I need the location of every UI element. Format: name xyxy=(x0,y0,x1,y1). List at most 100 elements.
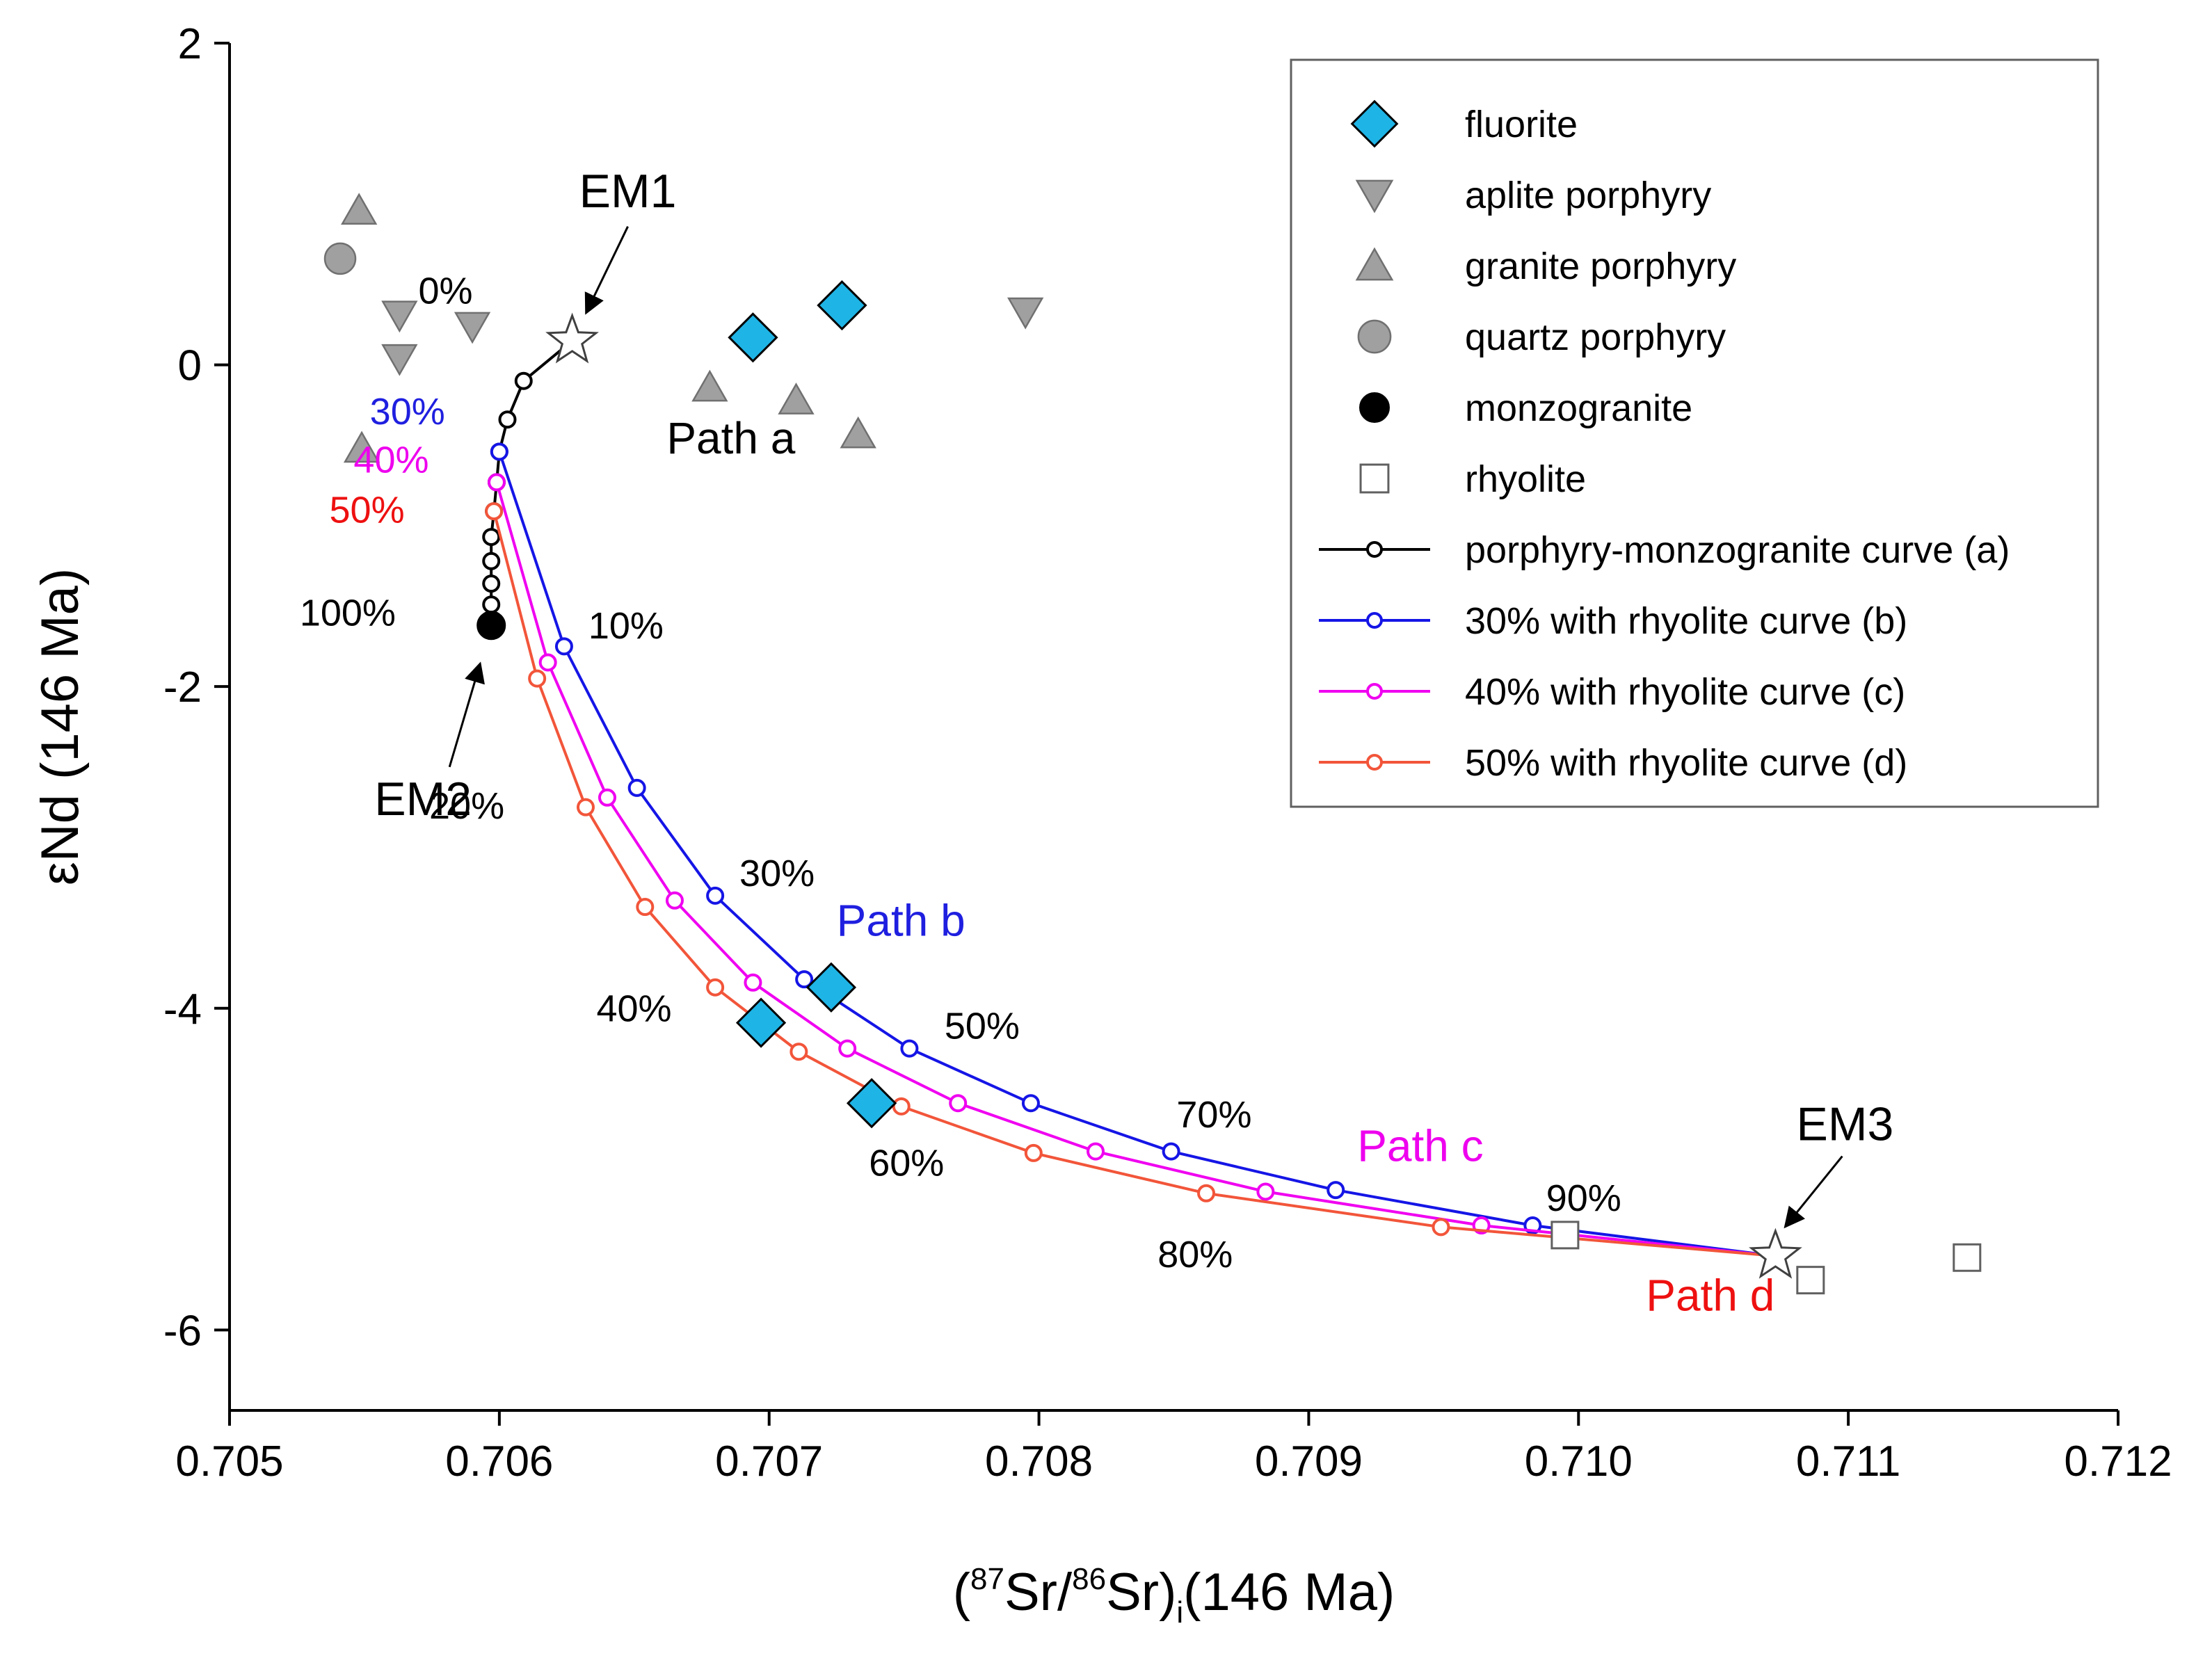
curve-c-node xyxy=(838,1039,857,1058)
percent-label: 100% xyxy=(300,592,396,634)
curve-a-node xyxy=(482,595,501,614)
granite-porphyry-point xyxy=(343,430,380,463)
curve-d-node xyxy=(576,798,595,816)
x-tick-label: 0.711 xyxy=(1796,1438,1901,1486)
x-title-sr-close: Sr) xyxy=(1106,1563,1176,1622)
fluorite-point xyxy=(806,962,857,1013)
percent-label: 30% xyxy=(370,391,445,433)
curve-d-node xyxy=(1197,1184,1216,1202)
curve-c-node xyxy=(744,973,762,992)
curve-c-node xyxy=(1087,1142,1105,1161)
annotations-group: EM1 EM2 EM3 0% 30% 40% 50% 100% 10% 20% 30% 40% 50% 6… xyxy=(300,165,1893,1321)
curve-d-node xyxy=(1024,1143,1043,1162)
fluorite-point xyxy=(846,1078,897,1129)
curve-a-node xyxy=(498,410,517,429)
granite-porphyry-point xyxy=(840,416,876,449)
legend: fluorite aplite porphyry granite porphyry q… xyxy=(1290,58,2099,808)
em3-label: EM3 xyxy=(1797,1097,1894,1150)
curve-d-node xyxy=(485,502,504,521)
curve-c-node xyxy=(487,473,506,492)
percent-label: 50% xyxy=(330,489,405,531)
legend-marker-line-d-node xyxy=(1366,754,1383,771)
percent-label: 60% xyxy=(869,1142,944,1184)
x-tick-label: 0.710 xyxy=(1525,1438,1633,1486)
curve-d-node xyxy=(1432,1218,1450,1237)
path-label-b: Path b xyxy=(837,896,965,946)
legend-marker-circle xyxy=(1357,319,1392,354)
curve-b-node xyxy=(1327,1181,1345,1200)
granite-porphyry-point xyxy=(691,369,728,402)
legend-label: fluorite xyxy=(1465,104,1578,145)
curve-d-node xyxy=(636,898,655,917)
x-tick-label: 0.707 xyxy=(715,1438,823,1486)
curve-c-node xyxy=(665,891,684,910)
fluorite-point xyxy=(735,997,787,1048)
legend-label: 30% with rhyolite curve (b) xyxy=(1465,600,1907,642)
percent-label: 40% xyxy=(353,440,428,481)
legend-label: granite porphyry xyxy=(1465,246,1736,287)
percent-label: 0% xyxy=(419,271,473,312)
x-tick-label: 0.709 xyxy=(1255,1438,1363,1486)
percent-label: 20% xyxy=(429,785,504,827)
curve-b-node xyxy=(706,886,725,905)
curve-c-node xyxy=(949,1094,968,1113)
curve-b-node xyxy=(490,442,508,461)
em2-label: EM2 xyxy=(374,773,472,826)
curve-d-node xyxy=(790,1043,808,1061)
curve-a-node xyxy=(482,552,501,570)
mixing-curves-group xyxy=(482,339,1776,1257)
legend-marker-triangle-down xyxy=(1355,179,1394,214)
x-tick-label: 0.706 xyxy=(445,1438,553,1486)
aplite-porphyry-point xyxy=(454,312,491,344)
curve-c-node xyxy=(538,653,557,672)
legend-label: monzogranite xyxy=(1465,387,1692,429)
legend-marker-line-b-node xyxy=(1366,612,1383,629)
percent-label: 70% xyxy=(1176,1094,1251,1136)
x-title-sup-87: 87 xyxy=(970,1562,1004,1596)
fluorite-point xyxy=(817,280,867,331)
legend-marker-diamond xyxy=(1350,99,1399,148)
legend-label: quartz porphyry xyxy=(1465,316,1726,358)
em3-arrow xyxy=(1784,1155,1843,1229)
aplite-porphyry-point xyxy=(381,344,418,376)
x-axis-title: (87Sr/86Sr)i(146 Ma) xyxy=(953,1562,1395,1629)
x-title-sub-i: i xyxy=(1176,1595,1183,1629)
curve-a-node xyxy=(482,528,501,547)
path-label-c: Path c xyxy=(1357,1120,1483,1170)
rhyolite-point xyxy=(1550,1221,1580,1250)
path-label-a: Path a xyxy=(666,413,795,463)
curve-b-node xyxy=(1162,1142,1180,1161)
legend-marker-line-a-node xyxy=(1366,541,1383,558)
aplite-porphyry-point xyxy=(381,300,418,333)
x-tick-label: 0.705 xyxy=(175,1438,283,1486)
y-tick-label: 2 xyxy=(178,20,202,68)
curve-c-node xyxy=(598,788,616,807)
x-title-open: ( xyxy=(953,1563,970,1622)
em2-arrow xyxy=(448,661,485,768)
y-tick-label: -2 xyxy=(163,663,202,711)
percent-label: 40% xyxy=(596,988,671,1029)
path-label-d: Path d xyxy=(1646,1271,1774,1321)
legend-marker-line-c-node xyxy=(1366,683,1383,700)
percent-label: 90% xyxy=(1546,1177,1621,1219)
em1-label: EM1 xyxy=(579,165,677,218)
x-tick-label: 0.708 xyxy=(985,1438,1093,1486)
curve-b-node xyxy=(627,778,646,797)
x-title-sr: Sr/ xyxy=(1004,1563,1073,1622)
y-axis-title: εNd (146 Ma) xyxy=(31,568,90,885)
legend-marker-filled-circle xyxy=(1359,392,1390,423)
em1-star xyxy=(545,312,599,364)
y-tick-label: -6 xyxy=(163,1307,202,1355)
percent-label: 50% xyxy=(945,1006,1020,1047)
em3-star xyxy=(1749,1228,1802,1279)
y-tick-label: 0 xyxy=(178,342,202,390)
curve-b-node xyxy=(554,637,573,656)
legend-label: aplite porphyry xyxy=(1465,175,1711,216)
granite-porphyry-point xyxy=(341,193,378,225)
granite-porphyry-point xyxy=(778,383,815,414)
data-points-group xyxy=(323,193,1982,1295)
x-title-sup-86: 86 xyxy=(1072,1562,1106,1596)
legend-label: rhyolite xyxy=(1465,458,1586,500)
curve-c-node xyxy=(1256,1182,1275,1201)
